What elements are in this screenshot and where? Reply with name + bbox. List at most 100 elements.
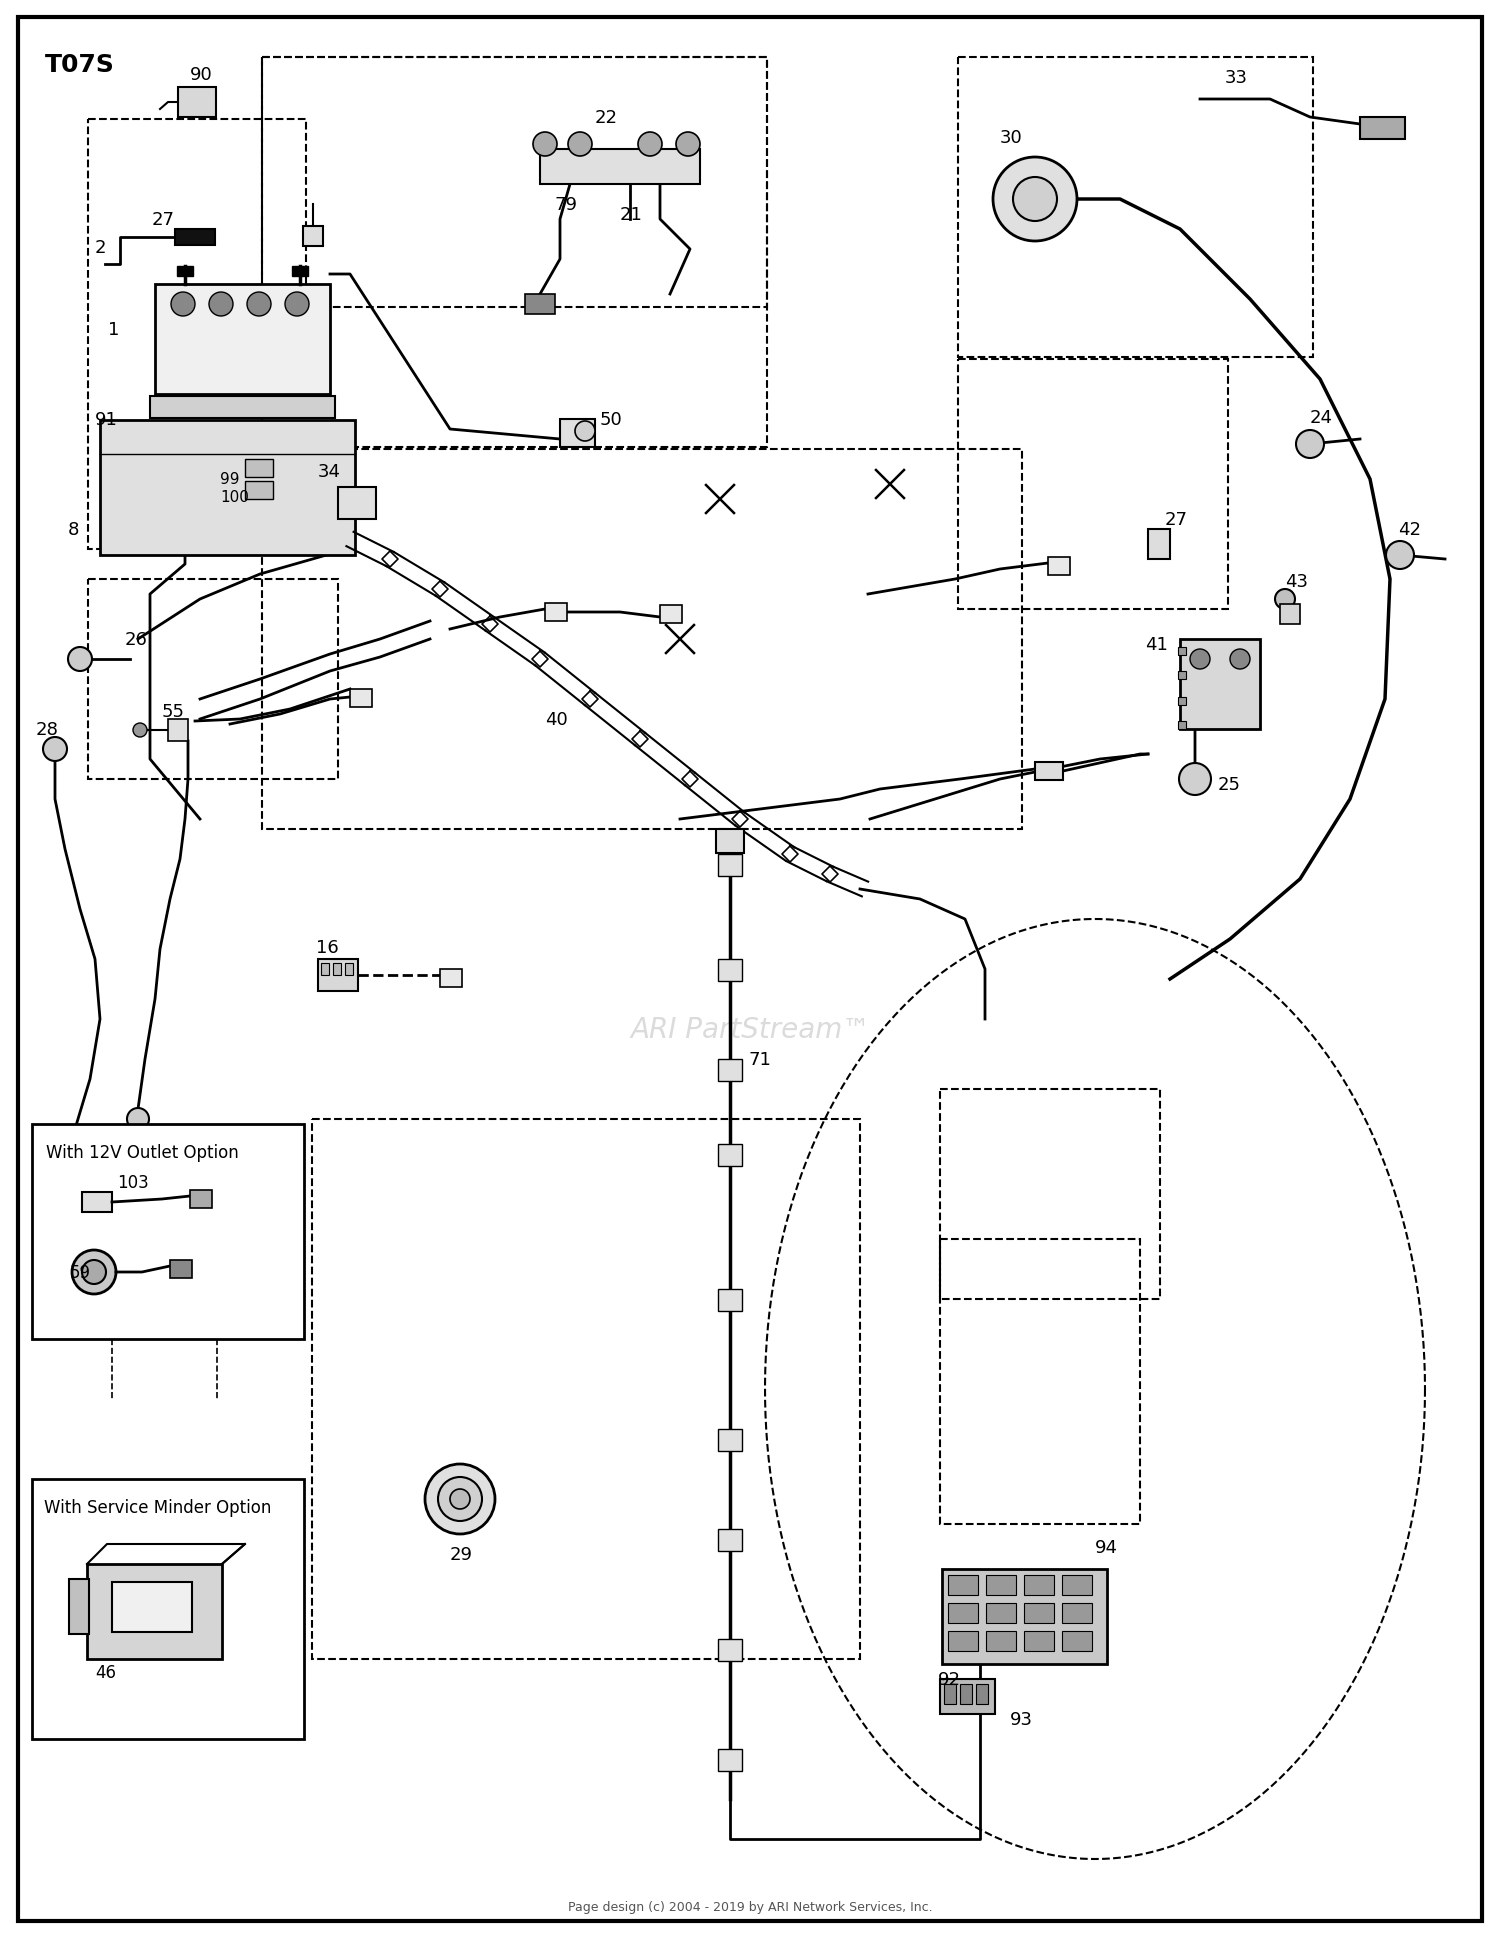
Bar — [960, 1685, 972, 1704]
Text: 71: 71 — [748, 1051, 771, 1068]
Text: 92: 92 — [938, 1669, 962, 1689]
Bar — [345, 964, 352, 975]
Text: T07S: T07S — [45, 52, 116, 78]
Circle shape — [1275, 589, 1294, 609]
Bar — [948, 1604, 978, 1623]
Bar — [333, 964, 340, 975]
Bar — [150, 397, 334, 419]
Bar — [976, 1685, 988, 1704]
Text: 43: 43 — [1286, 572, 1308, 591]
Bar — [318, 960, 358, 991]
Bar — [940, 1090, 1160, 1299]
Circle shape — [532, 134, 556, 157]
Circle shape — [438, 1478, 482, 1522]
Text: 41: 41 — [1144, 636, 1168, 653]
Text: 28: 28 — [36, 721, 58, 739]
Bar — [718, 1289, 742, 1311]
Bar — [82, 1192, 112, 1212]
Bar — [262, 450, 1022, 830]
Text: With 12V Outlet Option: With 12V Outlet Option — [46, 1144, 238, 1161]
Circle shape — [638, 134, 662, 157]
Circle shape — [209, 293, 232, 316]
Bar — [1024, 1604, 1054, 1623]
Bar — [1048, 558, 1070, 576]
Bar — [262, 58, 766, 448]
Circle shape — [44, 737, 68, 762]
Bar — [1035, 762, 1064, 781]
Circle shape — [128, 1109, 148, 1130]
Bar — [560, 419, 596, 448]
Bar — [1180, 640, 1260, 729]
Bar — [177, 268, 194, 277]
Circle shape — [248, 293, 272, 316]
Text: 46: 46 — [94, 1664, 116, 1681]
Text: 93: 93 — [1010, 1710, 1034, 1728]
Text: 8: 8 — [68, 522, 80, 539]
Bar — [170, 1260, 192, 1278]
Bar — [948, 1574, 978, 1596]
Bar — [303, 227, 322, 246]
Bar — [262, 58, 766, 308]
Bar — [718, 1638, 742, 1662]
Bar — [154, 285, 330, 396]
Bar — [1062, 1631, 1092, 1652]
Bar — [168, 719, 188, 741]
Text: 40: 40 — [544, 710, 567, 729]
Bar — [87, 1565, 222, 1660]
Bar — [986, 1631, 1016, 1652]
Circle shape — [450, 1489, 470, 1509]
Bar — [1360, 118, 1406, 140]
Bar — [718, 960, 742, 981]
Text: 34: 34 — [318, 463, 340, 481]
Text: 27: 27 — [152, 211, 176, 229]
Bar — [525, 295, 555, 314]
Bar — [718, 855, 742, 876]
Bar — [718, 1749, 742, 1770]
Text: 90: 90 — [190, 66, 213, 83]
Text: 2: 2 — [94, 238, 106, 256]
Bar — [338, 489, 376, 520]
Text: 30: 30 — [1000, 128, 1023, 147]
Bar — [112, 1582, 192, 1633]
Text: 79: 79 — [555, 196, 578, 213]
Text: 103: 103 — [117, 1173, 148, 1191]
Bar — [718, 1429, 742, 1450]
Bar — [1062, 1604, 1092, 1623]
Text: 22: 22 — [596, 109, 618, 126]
Text: With Service Minder Option: With Service Minder Option — [44, 1499, 272, 1516]
Bar — [321, 964, 328, 975]
Circle shape — [171, 293, 195, 316]
Bar — [942, 1569, 1107, 1664]
Bar — [32, 1479, 305, 1739]
Text: 42: 42 — [1398, 522, 1420, 539]
Bar — [178, 87, 216, 118]
Bar — [948, 1631, 978, 1652]
Bar — [190, 1191, 211, 1208]
Circle shape — [68, 648, 92, 671]
Circle shape — [1190, 650, 1210, 669]
Text: 16: 16 — [316, 938, 339, 956]
Bar — [1024, 1574, 1054, 1596]
Bar — [244, 481, 273, 500]
Bar — [944, 1685, 956, 1704]
Text: 24: 24 — [1310, 409, 1334, 427]
Text: 26: 26 — [124, 630, 148, 650]
Text: 21: 21 — [620, 206, 644, 223]
Bar — [1024, 1631, 1054, 1652]
Text: 55: 55 — [162, 702, 184, 721]
Text: 99: 99 — [220, 473, 240, 487]
Bar — [718, 1530, 742, 1551]
Circle shape — [676, 134, 700, 157]
Bar — [1280, 605, 1300, 624]
Text: 29: 29 — [450, 1545, 472, 1563]
Text: 50: 50 — [600, 411, 622, 429]
Circle shape — [1296, 430, 1324, 460]
Circle shape — [1230, 650, 1250, 669]
Bar — [660, 605, 682, 624]
Text: ARI PartStream™: ARI PartStream™ — [630, 1016, 870, 1043]
Bar — [1178, 648, 1186, 655]
Bar — [69, 1578, 88, 1635]
Circle shape — [1013, 178, 1058, 221]
Text: 1: 1 — [108, 320, 120, 339]
Bar — [1062, 1574, 1092, 1596]
